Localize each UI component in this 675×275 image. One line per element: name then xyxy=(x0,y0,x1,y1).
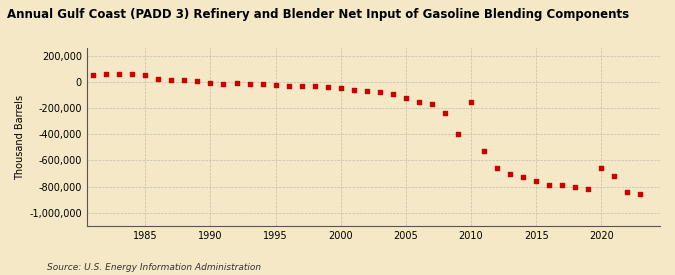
Point xyxy=(491,166,502,170)
Point xyxy=(596,166,607,170)
Point xyxy=(439,111,450,116)
Point xyxy=(166,78,177,82)
Point xyxy=(427,101,437,106)
Point xyxy=(101,72,111,76)
Point xyxy=(635,192,646,196)
Point xyxy=(244,81,255,86)
Point xyxy=(284,84,294,88)
Point xyxy=(531,179,541,184)
Point xyxy=(622,190,633,194)
Point xyxy=(609,174,620,178)
Point xyxy=(218,81,229,86)
Point xyxy=(231,81,242,85)
Point xyxy=(179,78,190,83)
Point xyxy=(192,79,202,83)
Point xyxy=(453,132,464,136)
Y-axis label: Thousand Barrels: Thousand Barrels xyxy=(15,94,25,180)
Point xyxy=(296,84,307,88)
Text: Source: U.S. Energy Information Administration: Source: U.S. Energy Information Administ… xyxy=(47,263,261,272)
Point xyxy=(479,149,489,153)
Point xyxy=(127,72,138,76)
Point xyxy=(400,96,411,101)
Point xyxy=(205,81,216,85)
Point xyxy=(153,76,164,81)
Point xyxy=(270,83,281,87)
Text: Annual Gulf Coast (PADD 3) Refinery and Blender Net Input of Gasoline Blending C: Annual Gulf Coast (PADD 3) Refinery and … xyxy=(7,8,629,21)
Point xyxy=(140,73,151,77)
Point xyxy=(505,171,516,176)
Point xyxy=(375,90,385,95)
Point xyxy=(387,92,398,97)
Point xyxy=(114,72,125,77)
Point xyxy=(348,87,359,92)
Point xyxy=(544,183,555,188)
Point xyxy=(309,84,320,88)
Point xyxy=(570,185,580,189)
Point xyxy=(414,100,425,104)
Point xyxy=(88,73,99,77)
Point xyxy=(361,88,372,93)
Point xyxy=(335,86,346,90)
Point xyxy=(466,100,477,104)
Point xyxy=(557,183,568,188)
Point xyxy=(518,175,529,179)
Point xyxy=(583,186,594,191)
Point xyxy=(257,82,268,87)
Point xyxy=(323,85,333,89)
